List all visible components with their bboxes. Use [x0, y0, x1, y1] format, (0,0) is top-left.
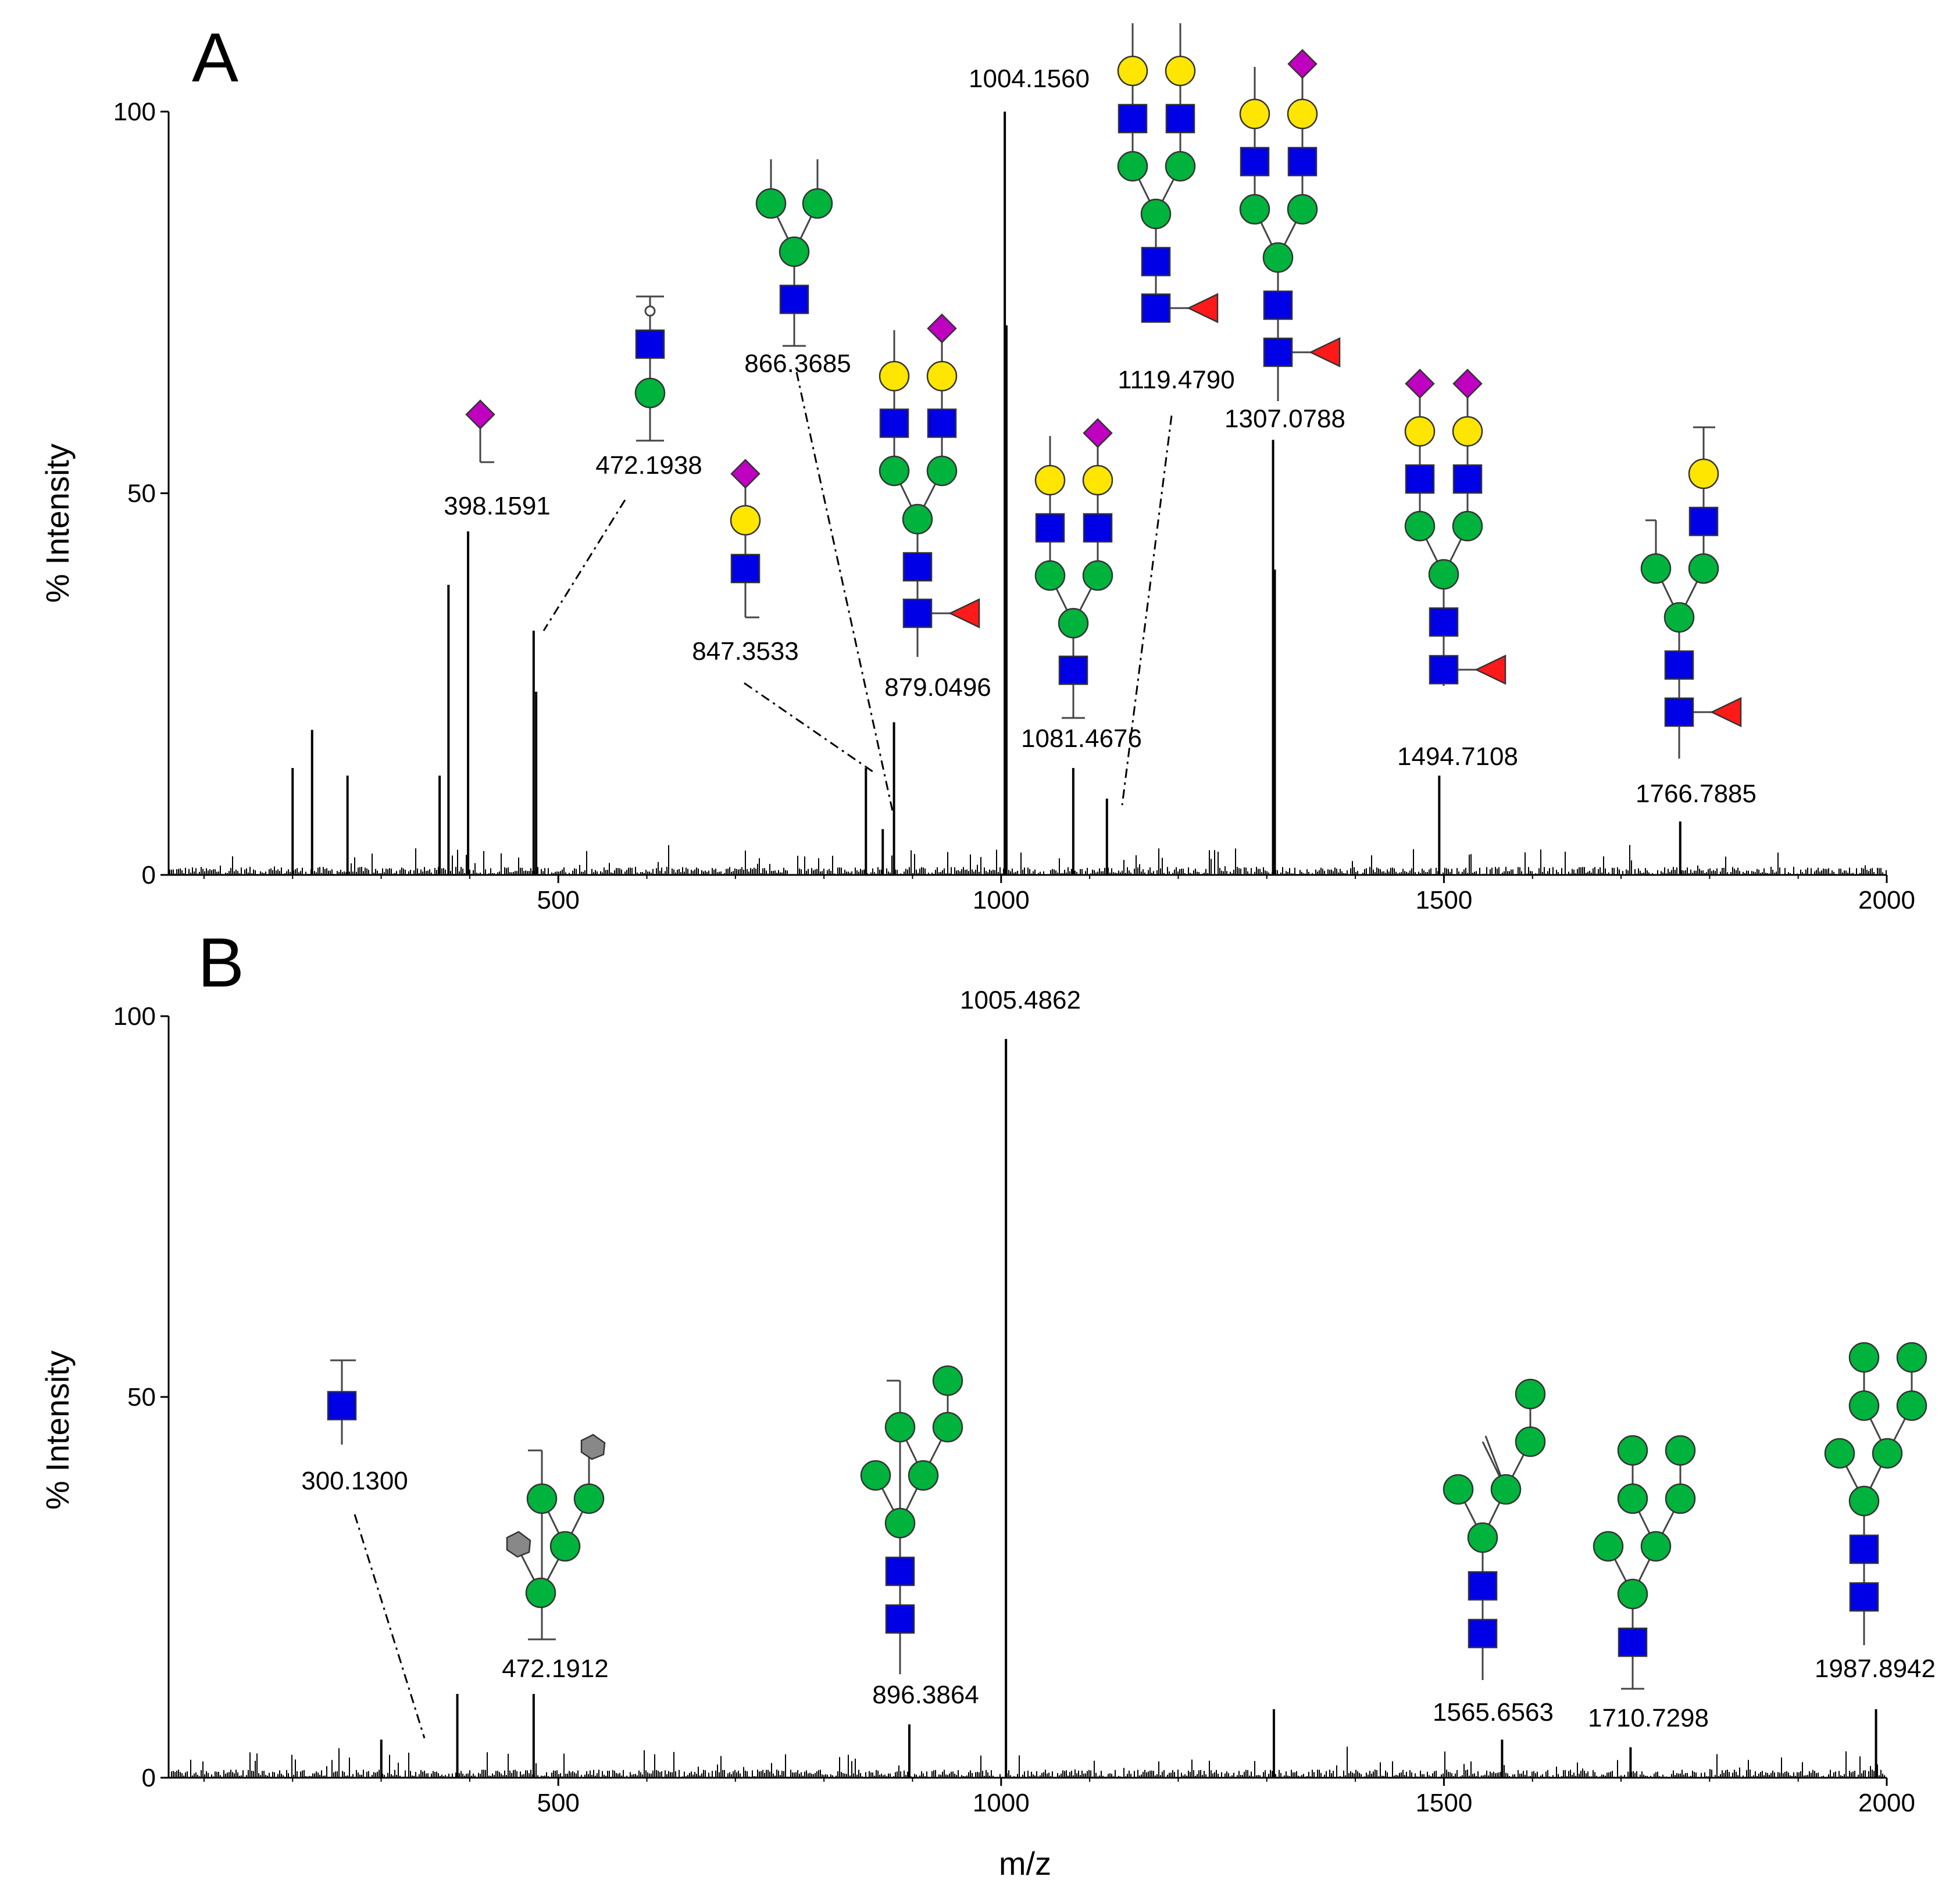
panel-b-ylabel: % Intensity — [39, 1350, 76, 1510]
glycan-b-1987-icon — [1824, 1342, 1927, 1645]
glycan-b-1565-icon — [1443, 1378, 1546, 1680]
glycan-1081-icon — [1034, 418, 1113, 719]
peak-label: 1987.8942 — [1815, 1654, 1936, 1683]
glycan-b-300-icon — [327, 1359, 357, 1445]
x-tick-label: 2000 — [1858, 1789, 1915, 1817]
peak-label: 398.1591 — [444, 492, 551, 520]
y-tick-label: 0 — [142, 861, 156, 889]
peak-label: 1307.0788 — [1224, 405, 1345, 433]
glycan-879-icon — [879, 313, 980, 657]
panel-a: A 398.1591 472.1938 847.3533 866.3685 879.04… — [39, 19, 1915, 914]
glycan-b-1710-icon — [1593, 1435, 1696, 1690]
glycan-1766-icon — [1640, 426, 1742, 759]
panel-a-peak-labels: 398.1591 472.1938 847.3533 866.3685 879.0496… — [444, 65, 1756, 808]
panel-b-leader-lines — [354, 1514, 426, 1739]
x-tick-label: 1500 — [1415, 886, 1472, 914]
x-tick-label: 500 — [537, 886, 579, 914]
peak-label: 866.3685 — [744, 349, 851, 378]
panel-b-peaks — [380, 1039, 1877, 1778]
peak-label: 847.3533 — [692, 637, 799, 666]
x-tick-label: 1500 — [1415, 1789, 1472, 1817]
peak-label: 1081.4676 — [1021, 724, 1142, 753]
panel-a-ylabel: % Intensity — [39, 444, 76, 603]
glycan-structures — [327, 23, 1927, 1690]
peak-label: 300.1300 — [301, 1467, 408, 1495]
panel-b-axes: 0 50 100 500 1000 1500 2000 — [113, 1002, 1915, 1817]
peak-label: 472.1912 — [502, 1654, 609, 1683]
y-tick-label: 50 — [127, 480, 156, 508]
panel-b-peak-labels: 300.1300 472.1912 896.3864 1005.4862 1565.65… — [301, 986, 1936, 1732]
x-tick-label: 1000 — [973, 886, 1030, 914]
x-tick-label: 2000 — [1858, 886, 1915, 914]
glycan-neuac-icon — [465, 399, 495, 463]
peak-label: 1766.7885 — [1636, 780, 1756, 808]
glycan-b-896-icon — [860, 1365, 963, 1674]
peak-label: 1004.1560 — [969, 65, 1090, 93]
y-tick-label: 0 — [142, 1764, 156, 1792]
peak-label: 1119.4790 — [1118, 366, 1234, 394]
y-tick-label: 100 — [113, 1002, 156, 1031]
panel-a-axes: 0 50 100 500 1000 1500 2000 — [113, 98, 1915, 914]
x-axis-title: m/z — [999, 1845, 1051, 1882]
glycan-hex-hexnac-icon — [634, 295, 666, 442]
panel-b-letter: B — [198, 924, 244, 1002]
glycan-b-472-icon — [506, 1434, 606, 1641]
peak-label: 879.0496 — [884, 673, 991, 702]
glycan-1494-icon — [1404, 369, 1506, 686]
glycan-1119-icon — [1117, 23, 1219, 323]
y-tick-label: 50 — [127, 1383, 156, 1411]
panel-b: B 300.1300 472.1912 896.3864 1005.4862 1565.… — [39, 924, 1936, 1882]
peak-label: 1005.4862 — [960, 986, 1081, 1014]
panel-a-y-axis-title: % Intensity — [39, 444, 76, 603]
panel-b-y-axis-title: % Intensity — [39, 1350, 76, 1510]
y-tick-label: 100 — [113, 98, 156, 126]
panel-a-leader-lines — [542, 371, 1173, 812]
peak-label: 1494.7108 — [1397, 742, 1518, 771]
noise-trace — [169, 1746, 1887, 1778]
x-tick-label: 500 — [537, 1789, 579, 1817]
x-tick-label: 1000 — [973, 1789, 1030, 1817]
peak-label: 1565.6563 — [1433, 1698, 1554, 1727]
glycan-866-icon — [755, 159, 833, 347]
panel-a-peaks — [291, 112, 1681, 875]
glycan-neuac-gal-glcnac-icon — [730, 459, 761, 619]
peak-label: 896.3864 — [872, 1681, 979, 1709]
panel-a-letter: A — [192, 19, 238, 97]
noise-trace — [169, 845, 1887, 875]
panel-b-noise — [169, 1746, 1887, 1778]
panel-a-noise — [169, 845, 1887, 875]
peak-label: 472.1938 — [595, 451, 702, 480]
glycan-1307-icon — [1239, 49, 1341, 401]
peak-label: 1710.7298 — [1588, 1704, 1709, 1732]
